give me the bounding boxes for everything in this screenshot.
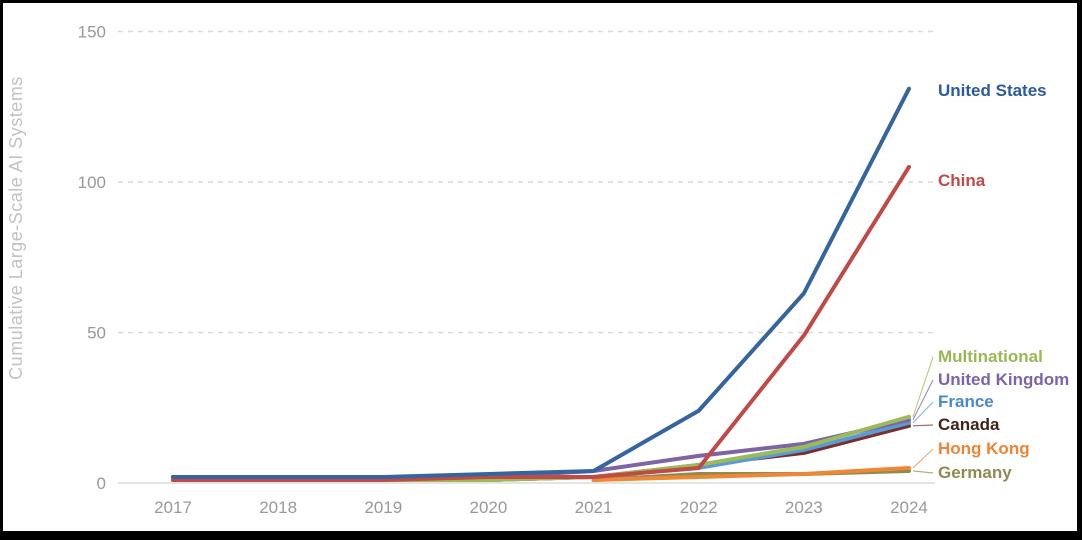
y-tick-150: 150 <box>78 23 106 42</box>
x-tick-2019: 2019 <box>364 498 402 517</box>
y-tick-50: 50 <box>87 324 106 343</box>
chart-canvas: 0 50 100 150 2017 2018 2019 2020 2021 2022 2023 202… <box>3 3 1077 531</box>
series-label-united-kingdom: United Kingdom <box>938 370 1069 389</box>
series-label-hong-kong: Hong Kong <box>938 439 1030 458</box>
line-chart: 0 50 100 150 2017 2018 2019 2020 2021 2022 2023 202… <box>6 23 1069 518</box>
y-tick-0: 0 <box>97 474 106 493</box>
series-line-united-states <box>171 86 911 479</box>
x-tick-2024: 2024 <box>890 498 928 517</box>
x-tick-2017: 2017 <box>154 498 192 517</box>
series-label-canada: Canada <box>938 415 1000 434</box>
leader-line-multinational <box>912 356 934 417</box>
x-tick-2023: 2023 <box>785 498 823 517</box>
x-tick-2020: 2020 <box>470 498 508 517</box>
series-label-china: China <box>938 171 986 190</box>
series-label-germany: Germany <box>938 463 1012 482</box>
series-label-france: France <box>938 392 994 411</box>
leader-line-hong-kong <box>912 448 934 469</box>
leader-line-france <box>912 401 934 424</box>
leader-line-united-kingdom <box>912 379 934 421</box>
series-line-hong-kong <box>591 465 911 482</box>
x-tick-2018: 2018 <box>259 498 297 517</box>
y-axis-title: Cumulative Large-Scale AI Systems <box>6 76 26 380</box>
leader-line-germany <box>912 470 934 474</box>
series-label-multinational: Multinational <box>938 347 1043 366</box>
leader-line-canada <box>912 424 934 427</box>
y-tick-100: 100 <box>78 173 106 192</box>
series-label-united-states: United States <box>938 81 1047 100</box>
series-line-china <box>171 164 911 482</box>
x-tick-2021: 2021 <box>575 498 613 517</box>
x-tick-2022: 2022 <box>680 498 718 517</box>
